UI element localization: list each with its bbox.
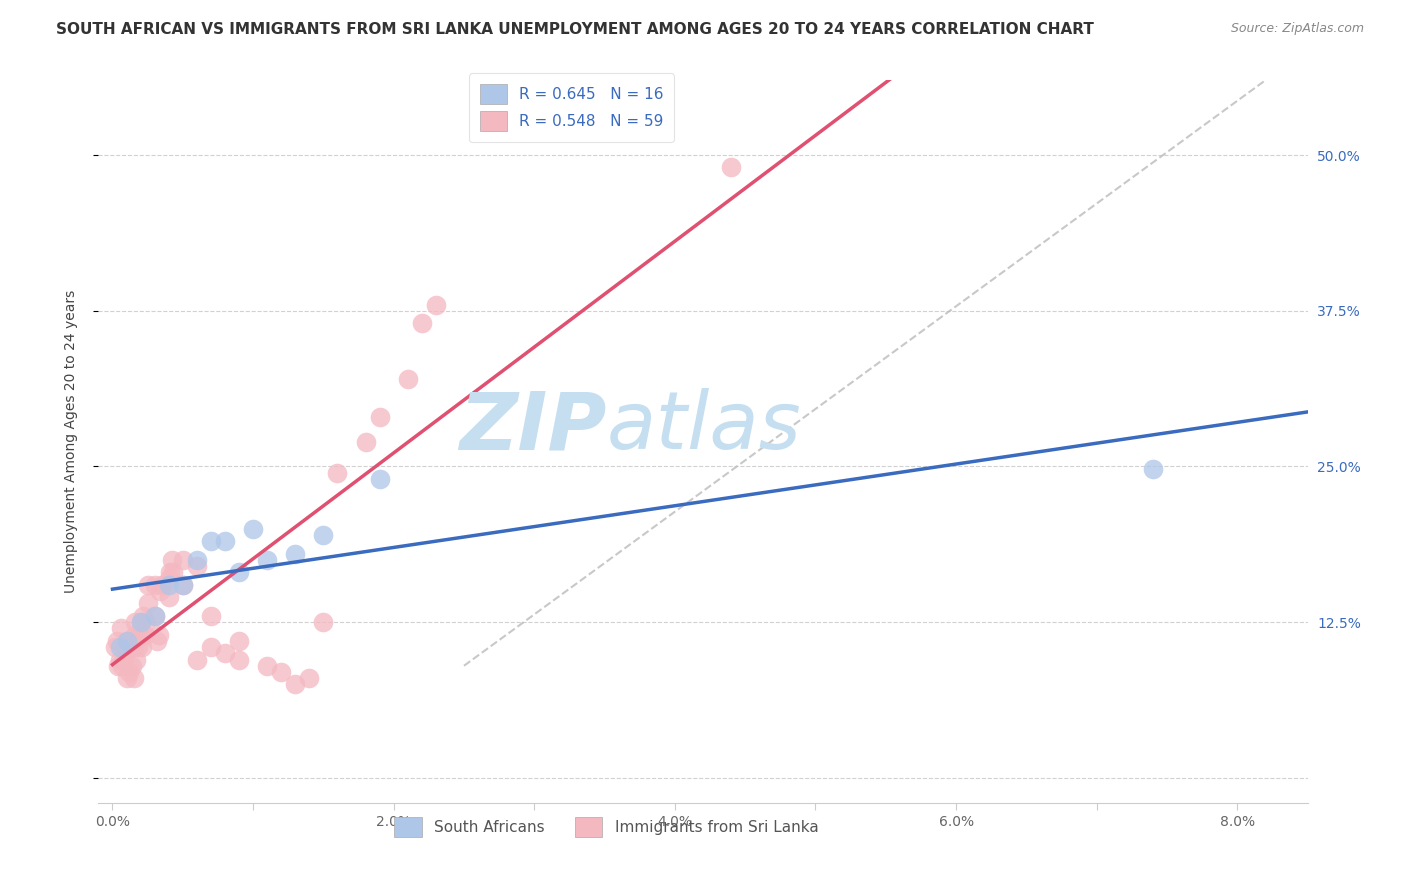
Point bbox=[146, 633, 169, 648]
Point bbox=[115, 671, 138, 685]
Point bbox=[136, 597, 159, 611]
Point bbox=[110, 621, 132, 635]
Point bbox=[108, 652, 131, 666]
Point bbox=[157, 572, 180, 586]
Point bbox=[105, 633, 128, 648]
Point bbox=[122, 640, 145, 654]
Point bbox=[129, 615, 152, 630]
Point bbox=[312, 615, 335, 630]
Point bbox=[186, 553, 208, 567]
Point bbox=[129, 615, 152, 630]
Point bbox=[150, 578, 173, 592]
Point bbox=[368, 472, 391, 486]
Point bbox=[143, 578, 166, 592]
Point bbox=[129, 627, 152, 641]
Point bbox=[186, 652, 208, 666]
Point bbox=[326, 466, 349, 480]
Point bbox=[284, 677, 307, 691]
Y-axis label: Unemployment Among Ages 20 to 24 years: Unemployment Among Ages 20 to 24 years bbox=[63, 290, 77, 593]
Point bbox=[128, 627, 150, 641]
Point bbox=[124, 615, 146, 630]
Point bbox=[354, 434, 377, 449]
Point bbox=[172, 578, 194, 592]
Point bbox=[115, 633, 138, 648]
Point bbox=[172, 578, 194, 592]
Point bbox=[159, 566, 181, 580]
Point bbox=[186, 559, 208, 574]
Point bbox=[228, 652, 250, 666]
Point bbox=[143, 609, 166, 624]
Point bbox=[149, 584, 172, 599]
Point bbox=[228, 633, 250, 648]
Point bbox=[1142, 462, 1164, 476]
Point bbox=[200, 534, 222, 549]
Point bbox=[425, 297, 447, 311]
Point bbox=[162, 566, 184, 580]
Point bbox=[112, 652, 135, 666]
Point bbox=[256, 658, 278, 673]
Point bbox=[124, 627, 146, 641]
Point bbox=[136, 578, 159, 592]
Text: Source: ZipAtlas.com: Source: ZipAtlas.com bbox=[1230, 22, 1364, 36]
Legend: South Africans, Immigrants from Sri Lanka: South Africans, Immigrants from Sri Lank… bbox=[385, 808, 828, 846]
Point bbox=[125, 652, 148, 666]
Point bbox=[256, 553, 278, 567]
Point bbox=[127, 640, 149, 654]
Point bbox=[148, 627, 170, 641]
Point bbox=[107, 658, 129, 673]
Point bbox=[312, 528, 335, 542]
Point bbox=[135, 615, 157, 630]
Text: ZIP: ZIP bbox=[458, 388, 606, 467]
Point bbox=[108, 640, 131, 654]
Point bbox=[396, 372, 419, 386]
Point bbox=[270, 665, 292, 679]
Point bbox=[242, 522, 264, 536]
Point bbox=[122, 671, 145, 685]
Point bbox=[368, 409, 391, 424]
Point bbox=[104, 640, 127, 654]
Point bbox=[132, 609, 155, 624]
Point bbox=[200, 640, 222, 654]
Point bbox=[118, 665, 141, 679]
Point bbox=[298, 671, 321, 685]
Point bbox=[134, 627, 156, 641]
Point bbox=[160, 553, 183, 567]
Point bbox=[131, 640, 153, 654]
Point bbox=[720, 161, 742, 175]
Point bbox=[120, 640, 142, 654]
Point bbox=[157, 591, 180, 605]
Text: atlas: atlas bbox=[606, 388, 801, 467]
Point bbox=[228, 566, 250, 580]
Point bbox=[157, 578, 180, 592]
Point bbox=[284, 547, 307, 561]
Point bbox=[200, 609, 222, 624]
Point bbox=[214, 646, 236, 660]
Text: SOUTH AFRICAN VS IMMIGRANTS FROM SRI LANKA UNEMPLOYMENT AMONG AGES 20 TO 24 YEAR: SOUTH AFRICAN VS IMMIGRANTS FROM SRI LAN… bbox=[56, 22, 1094, 37]
Point bbox=[411, 316, 433, 330]
Point bbox=[121, 658, 143, 673]
Point bbox=[115, 633, 138, 648]
Point bbox=[172, 553, 194, 567]
Point bbox=[111, 658, 134, 673]
Point bbox=[143, 609, 166, 624]
Point bbox=[214, 534, 236, 549]
